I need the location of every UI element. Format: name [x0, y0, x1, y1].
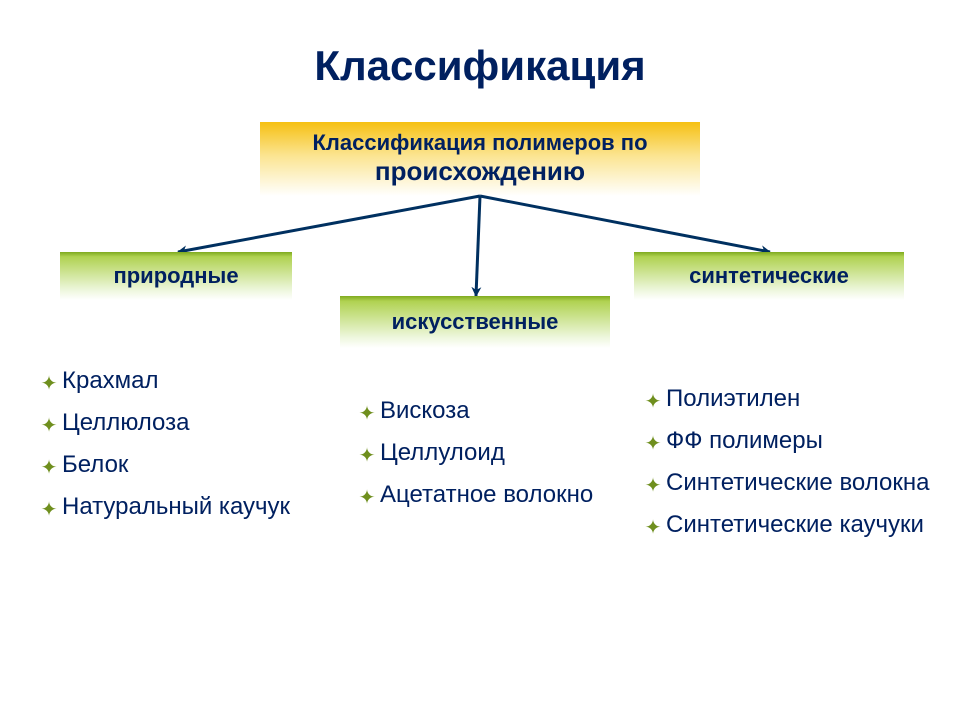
star-icon: ✦ [354, 404, 380, 424]
category-artificial: искусственные [340, 296, 610, 348]
root-line1: Классификация полимеров по [260, 130, 700, 156]
list-synthetic: ✦ Полиэтилен ✦ ФФ полимеры ✦ Синтетическ… [640, 378, 940, 546]
list-item: ✦ Белок [36, 444, 336, 486]
item-text: Целлулоид [380, 432, 640, 474]
star-icon: ✦ [640, 476, 666, 496]
root-line2: происхождению [260, 156, 700, 187]
star-icon: ✦ [36, 500, 62, 520]
item-text: Ацетатное волокно [380, 474, 640, 516]
star-icon: ✦ [354, 446, 380, 466]
star-icon: ✦ [354, 488, 380, 508]
list-item: ✦ Целлюлоза [36, 402, 336, 444]
category-synthetic: синтетические [634, 252, 904, 300]
list-item: ✦ Синтетические каучуки [640, 504, 940, 546]
item-text: Белок [62, 444, 336, 486]
list-artificial: ✦ Вискоза ✦ Целлулоид ✦ Ацетатное волокн… [354, 390, 640, 516]
item-text: Синтетические каучуки [666, 504, 940, 546]
item-text: ФФ полимеры [666, 420, 940, 462]
star-icon: ✦ [36, 416, 62, 436]
category-natural: природные [60, 252, 292, 300]
list-item: ✦ Крахмал [36, 360, 336, 402]
item-text: Синтетические волокна [666, 462, 940, 504]
list-item: ✦ Натуральный каучук [36, 486, 336, 528]
star-icon: ✦ [640, 518, 666, 538]
item-text: Вискоза [380, 390, 640, 432]
list-item: ✦ Целлулоид [354, 432, 640, 474]
list-item: ✦ Синтетические волокна [640, 462, 940, 504]
list-natural: ✦ Крахмал ✦ Целлюлоза ✦ Белок ✦ Натураль… [36, 360, 336, 528]
root-node: Классификация полимеров по происхождению [260, 122, 700, 196]
page-title: Классификация [0, 42, 960, 90]
list-item: ✦ Ацетатное волокно [354, 474, 640, 516]
item-text: Целлюлоза [62, 402, 336, 444]
star-icon: ✦ [36, 374, 62, 394]
list-item: ✦ Полиэтилен [640, 378, 940, 420]
list-item: ✦ ФФ полимеры [640, 420, 940, 462]
star-icon: ✦ [36, 458, 62, 478]
list-item: ✦ Вискоза [354, 390, 640, 432]
item-text: Полиэтилен [666, 378, 940, 420]
item-text: Крахмал [62, 360, 336, 402]
star-icon: ✦ [640, 434, 666, 454]
item-text: Натуральный каучук [62, 486, 336, 528]
star-icon: ✦ [640, 392, 666, 412]
